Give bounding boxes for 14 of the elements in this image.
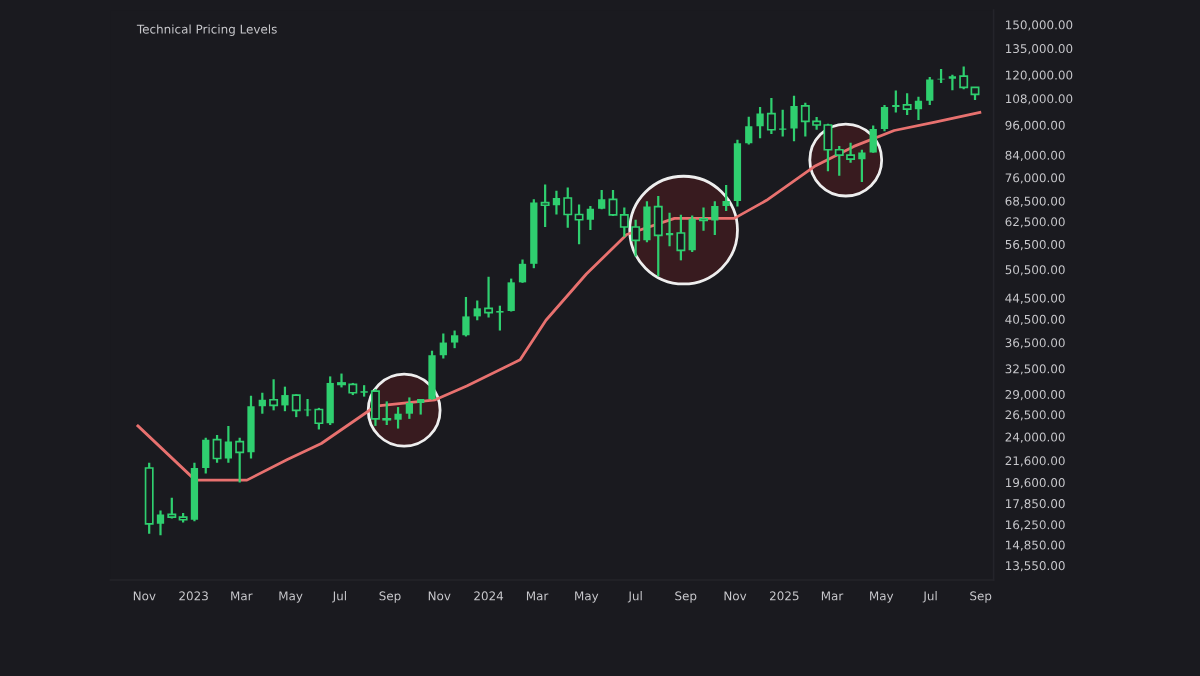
candlestick bbox=[722, 184, 730, 213]
line-series bbox=[136, 111, 982, 482]
candlestick bbox=[405, 396, 414, 420]
candlestick bbox=[518, 258, 527, 284]
candlestick bbox=[745, 115, 753, 146]
candlestick bbox=[202, 436, 210, 475]
candlestick bbox=[869, 124, 877, 154]
candlestick bbox=[880, 103, 889, 133]
candlestick bbox=[462, 295, 470, 338]
candlestick bbox=[314, 406, 324, 431]
candlestick bbox=[926, 75, 934, 106]
candlestick bbox=[439, 332, 447, 360]
candlestick bbox=[428, 349, 436, 401]
candlestick bbox=[507, 277, 515, 313]
